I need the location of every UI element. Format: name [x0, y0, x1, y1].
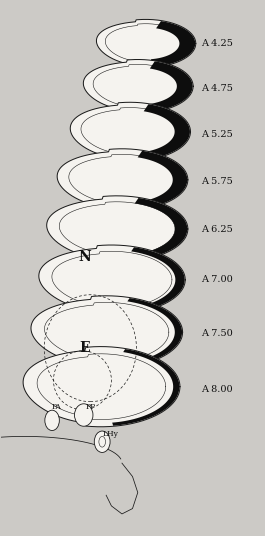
Polygon shape	[144, 61, 193, 112]
Polygon shape	[57, 149, 188, 211]
Text: A 7.50: A 7.50	[201, 329, 233, 338]
Polygon shape	[39, 245, 185, 315]
Polygon shape	[137, 104, 190, 160]
Ellipse shape	[45, 410, 59, 430]
Text: A 6.25: A 6.25	[201, 225, 233, 234]
Ellipse shape	[74, 404, 93, 426]
Text: LHy: LHy	[102, 430, 118, 438]
Polygon shape	[151, 21, 195, 66]
Text: E: E	[80, 341, 90, 355]
Text: PA: PA	[51, 403, 61, 411]
Text: A 5.25: A 5.25	[201, 130, 233, 139]
Text: A 4.75: A 4.75	[201, 84, 233, 93]
Polygon shape	[70, 102, 191, 161]
Polygon shape	[112, 349, 179, 426]
Polygon shape	[31, 296, 183, 369]
Polygon shape	[96, 19, 196, 68]
Polygon shape	[126, 198, 187, 261]
Text: A 5.75: A 5.75	[201, 177, 233, 186]
Ellipse shape	[94, 431, 110, 452]
Polygon shape	[83, 59, 193, 113]
Ellipse shape	[99, 436, 105, 447]
Polygon shape	[23, 347, 180, 427]
Polygon shape	[130, 151, 187, 210]
Text: A 8.00: A 8.00	[201, 385, 233, 394]
Polygon shape	[117, 298, 182, 368]
Polygon shape	[47, 196, 188, 262]
Text: A 4.25: A 4.25	[201, 39, 233, 48]
Polygon shape	[121, 247, 185, 314]
Text: A 7.00: A 7.00	[201, 276, 233, 284]
Text: N: N	[79, 250, 91, 264]
Text: PP: PP	[85, 403, 95, 411]
